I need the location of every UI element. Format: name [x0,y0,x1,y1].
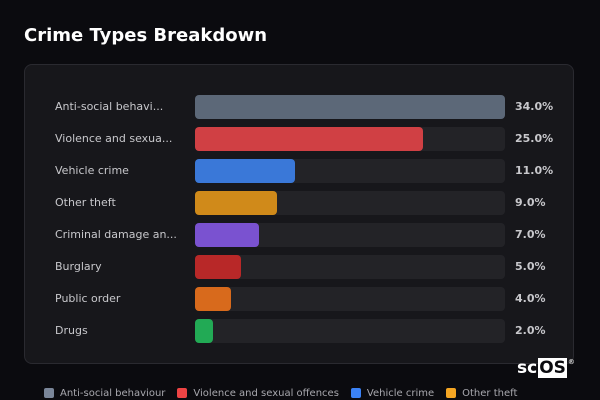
bar-track [195,223,505,247]
legend-swatch-icon [446,388,457,398]
bar-track [195,159,505,183]
bar-track [195,191,505,215]
bar-row: Criminal damage an... 7.0% [25,223,573,247]
bar-row: Public order 4.0% [25,287,573,311]
bar-track [195,95,505,119]
legend-item[interactable]: Anti-social behaviour [44,388,165,399]
bar-value: 11.0% [515,164,554,177]
bar-label: Drugs [55,324,88,337]
bar-fill[interactable] [195,319,214,343]
bar-label: Burglary [55,260,102,273]
registered-mark-icon: ® [567,358,575,366]
bar-label: Violence and sexua... [55,132,173,145]
legend-label: Other theft [462,387,518,399]
bar-fill[interactable] [195,127,423,151]
bar-row: Other theft 9.0% [25,191,573,215]
bar-value: 9.0% [515,196,546,209]
bar-fill[interactable] [195,191,278,215]
bar-value: 7.0% [515,228,546,241]
chart-title: Crime Types Breakdown [24,25,268,46]
bar-label: Vehicle crime [55,164,129,177]
bar-track [195,255,505,279]
legend-item[interactable]: Other theft [446,388,517,399]
chart-legend: Anti-social behaviour Violence and sexua… [44,386,517,400]
chart-card: Anti-social behavi... 34.0% Violence and… [24,64,574,364]
bar-label: Criminal damage an... [55,228,177,241]
bar-fill[interactable] [195,159,296,183]
scos-watermark-logo: sc OS ® [517,358,575,378]
bar-row: Vehicle crime 11.0% [25,159,573,183]
bar-value: 25.0% [515,132,554,145]
bar-value: 34.0% [515,100,554,113]
bar-label: Other theft [55,196,116,209]
bar-value: 5.0% [515,260,546,273]
bar-fill[interactable] [195,95,505,119]
legend-item[interactable]: Violence and sexual offences [177,388,339,399]
watermark-prefix: sc [517,358,538,378]
bar-fill[interactable] [195,223,259,247]
bar-track [195,287,505,311]
legend-swatch-icon [350,388,361,398]
legend-label: Violence and sexual offences [193,387,339,399]
bar-track [195,127,505,151]
legend-label: Anti-social behaviour [60,387,166,399]
bar-row: Drugs 2.0% [25,319,573,343]
bar-track [195,319,505,343]
bar-value: 4.0% [515,292,546,305]
bar-value: 2.0% [515,324,546,337]
bar-label: Public order [55,292,121,305]
legend-label: Vehicle crime [366,387,435,399]
legend-item[interactable]: Vehicle crime [350,387,435,399]
bar-fill[interactable] [195,255,241,279]
bar-row: Violence and sexua... 25.0% [25,127,573,151]
watermark-boxed: OS [538,358,567,378]
bar-row: Burglary 5.0% [25,255,573,279]
bar-label: Anti-social behavi... [55,100,164,113]
legend-swatch-icon [44,388,54,398]
bar-fill[interactable] [195,287,232,311]
legend-swatch-icon [177,388,188,398]
bar-row: Anti-social behavi... 34.0% [25,95,573,119]
